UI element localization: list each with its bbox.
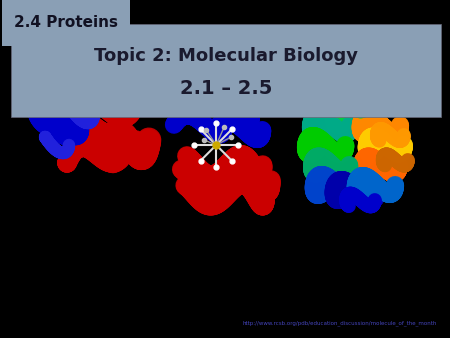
- Text: Topic 2: Molecular Biology: Topic 2: Molecular Biology: [94, 47, 358, 65]
- FancyBboxPatch shape: [2, 0, 130, 46]
- Text: 2.1 – 2.5: 2.1 – 2.5: [180, 79, 272, 98]
- Text: http://www.rcsb.org/pdb/education_discussion/molecule_of_the_month: http://www.rcsb.org/pdb/education_discus…: [242, 320, 436, 326]
- FancyBboxPatch shape: [11, 24, 441, 117]
- Text: 2.4 Proteins: 2.4 Proteins: [14, 15, 118, 30]
